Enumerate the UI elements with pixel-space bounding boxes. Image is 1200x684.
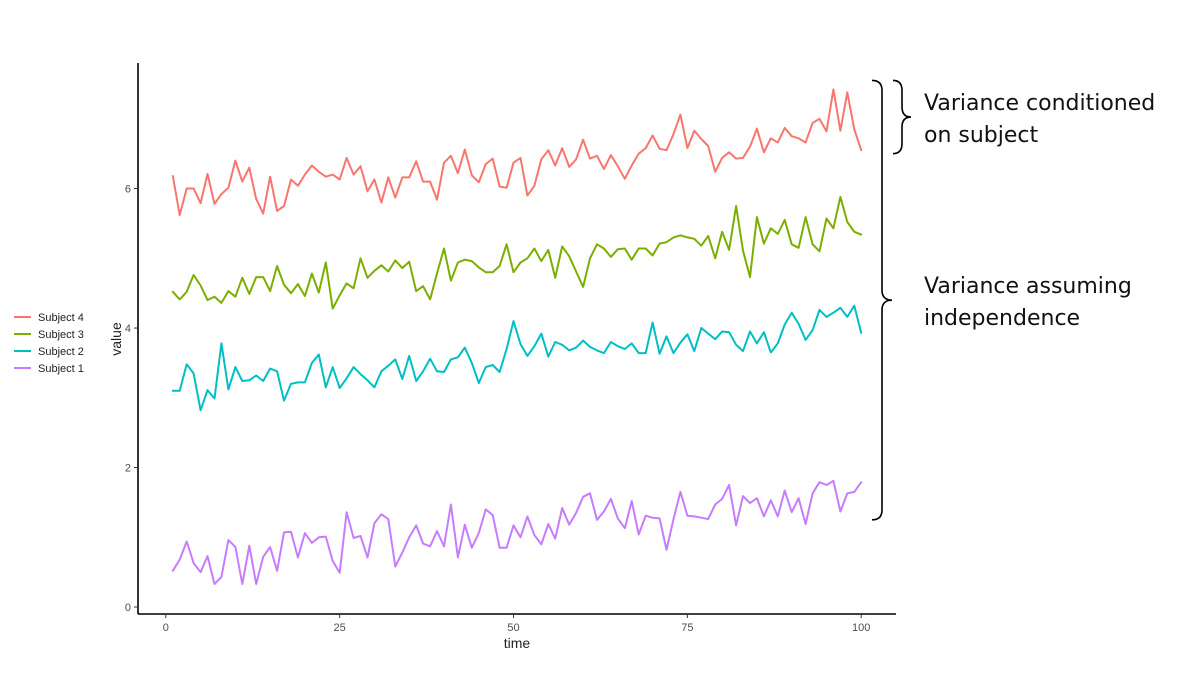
y-tick-label: 2 [125, 463, 131, 475]
annotation-text: Variance assuming [924, 274, 1132, 299]
series-line-subject-4 [171, 88, 863, 216]
series-line-subject-3 [171, 195, 863, 310]
x-tick-label: 50 [507, 622, 519, 634]
x-tick-label: 0 [163, 622, 169, 634]
y-tick-label: 4 [125, 323, 131, 335]
x-tick-label: 25 [334, 622, 346, 634]
x-tick-label: 75 [681, 622, 693, 634]
y-axis: 0 2 4 6 [125, 63, 139, 614]
y-tick-label: 0 [125, 602, 131, 614]
x-axis: 0 25 50 75 100 [138, 613, 896, 634]
annotation-brace [871, 79, 893, 521]
legend: Subject 4 Subject 3 Subject 2 Subject 1 [14, 312, 84, 375]
legend-label: Subject 4 [38, 312, 84, 324]
legend-label: Subject 2 [38, 346, 84, 358]
x-axis-title: time [504, 635, 531, 651]
x-tick-label: 100 [852, 622, 870, 634]
legend-label: Subject 3 [38, 329, 84, 341]
y-axis-title: value [108, 322, 124, 356]
plot-lines [171, 88, 863, 585]
series-line-subject-1 [171, 479, 863, 585]
annotation-brace [892, 79, 912, 155]
annotation-text: Variance conditioned [924, 91, 1155, 116]
annotation-text: on subject [924, 123, 1039, 148]
y-tick-label: 6 [125, 184, 131, 196]
series-line-subject-2 [171, 304, 863, 412]
annotation-text: independence [924, 306, 1080, 331]
annotations: Variance conditioned on subject Variance a… [871, 79, 1155, 521]
legend-label: Subject 1 [38, 363, 84, 375]
